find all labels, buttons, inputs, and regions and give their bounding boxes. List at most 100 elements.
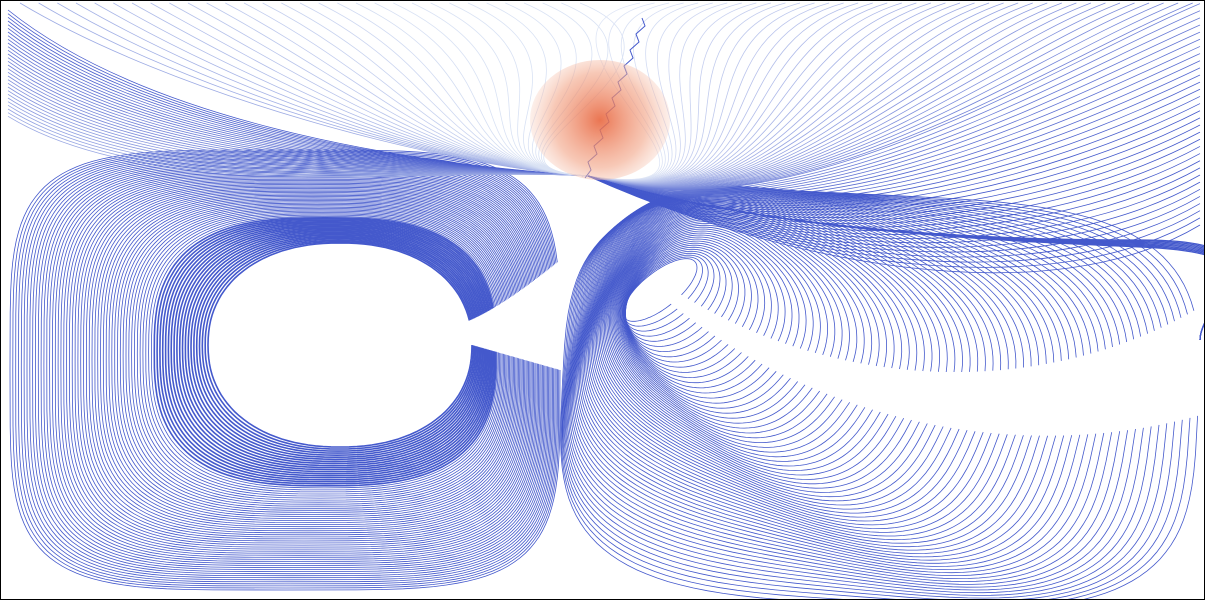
streamline: [74, 180, 532, 544]
streamline: [12, 150, 560, 589]
streamline: [131, 206, 507, 503]
streamline: [587, 153, 1201, 228]
streamline: [587, 2, 728, 181]
streamline: [582, 187, 1040, 544]
streamline: [449, 2, 589, 177]
streamline: [560, 190, 1198, 600]
streamline: [624, 242, 746, 363]
streamline: [184, 231, 483, 465]
streamline: [100, 192, 521, 526]
streamline: [187, 232, 482, 463]
streamline: [578, 186, 1062, 555]
streamline: [589, 189, 1002, 526]
streamline: [625, 248, 727, 347]
streamline: [102, 193, 519, 524]
streamline: [68, 177, 534, 548]
streamline: [587, 2, 772, 182]
streamline: [80, 182, 529, 540]
streamline: [581, 186, 1047, 548]
streamline: [605, 201, 910, 476]
streamline: [619, 222, 814, 414]
streamline: [587, 10, 1201, 191]
streamline: [587, 38, 1201, 195]
streamline: [587, 110, 1201, 211]
streamline: [178, 228, 486, 469]
hotspot: [530, 60, 670, 180]
streamline: [167, 223, 491, 477]
streamline: [560, 190, 1191, 600]
streamline: [624, 250, 721, 342]
streamline: [594, 193, 971, 510]
streamline: [593, 192, 979, 514]
streamline: [201, 239, 476, 452]
streamline: [153, 216, 497, 487]
streamline: [587, 138, 1201, 221]
streamline: [566, 187, 1142, 588]
streamline: [611, 209, 873, 453]
streamline: [139, 210, 503, 497]
streamline: [150, 215, 498, 489]
streamline: [564, 188, 1162, 596]
streamline: [569, 186, 1121, 580]
streamline: [585, 188, 1024, 537]
streamline: [587, 174, 1201, 239]
streamline: [145, 213, 501, 493]
streamline: [623, 234, 772, 384]
streamline: [97, 190, 522, 528]
streamline: [576, 185, 1077, 561]
streamline: [624, 240, 752, 368]
streamline: [114, 198, 514, 515]
streamline: [587, 53, 1201, 197]
streamline: [54, 170, 541, 558]
streamline: [624, 254, 709, 332]
streamline: [136, 209, 504, 499]
streamline: [122, 202, 511, 509]
streamline: [148, 214, 499, 491]
streamline: [587, 31, 1201, 194]
streamline: [111, 197, 516, 517]
streamline: [587, 2, 742, 182]
streamline: [617, 219, 829, 424]
streamline: [568, 186, 1128, 582]
streamline: [625, 244, 739, 358]
streamline: [411, 2, 589, 177]
streamline: [587, 167, 1201, 235]
streamline: [622, 230, 786, 394]
streamline: [565, 187, 1148, 591]
streamline: [562, 189, 1175, 600]
streamline: [587, 2, 786, 182]
streamline: [625, 246, 733, 352]
streamline: [88, 186, 526, 534]
streamline: [91, 188, 524, 532]
streamline: [134, 208, 506, 501]
streamline: [614, 214, 850, 439]
streamline: [108, 196, 517, 519]
streamline: [193, 235, 480, 459]
streamline: [83, 184, 528, 538]
streamline: [624, 238, 759, 373]
streamline: [587, 131, 1201, 218]
streamline: [587, 2, 757, 182]
streamline: [624, 252, 715, 337]
streamline: [66, 176, 536, 550]
streamline: [587, 117, 1201, 213]
streamline: [587, 175, 1201, 268]
streamline: [597, 194, 956, 502]
streamline: [587, 88, 1201, 205]
streamline: [195, 236, 478, 457]
streamline: [612, 210, 865, 448]
streamline: [173, 226, 488, 473]
streamline: [18, 153, 557, 585]
streamline: [606, 203, 903, 471]
streamline: [94, 189, 523, 530]
streamline: [586, 188, 1017, 533]
streamline: [623, 232, 779, 389]
streamline: [170, 224, 490, 475]
streamline: [587, 175, 1201, 274]
streamline: [198, 238, 477, 454]
streamline: [164, 222, 492, 479]
streamline: [587, 175, 1205, 341]
streamline: [156, 218, 496, 485]
